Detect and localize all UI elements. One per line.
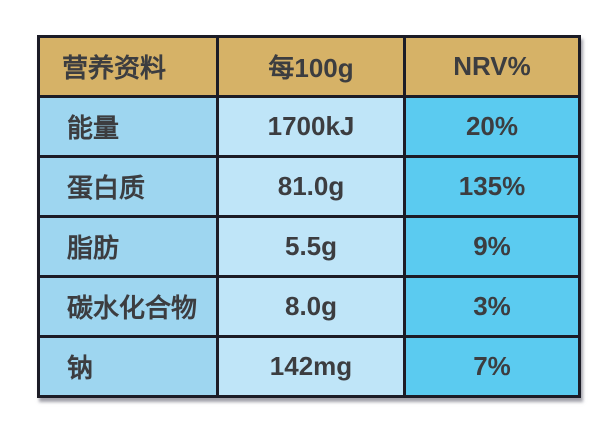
row-label-cell: 脂肪	[37, 215, 219, 278]
table-row-sodium: 钠 142mg 7%	[37, 335, 581, 398]
row-value-cell: 81.0g	[216, 155, 406, 218]
nutrition-table: 营养资料 每100g NRV% 能量 1700kJ 20% 蛋白质 81.0g …	[37, 35, 581, 398]
row-label-cell: 能量	[37, 95, 219, 158]
nutrition-table-body: 能量 1700kJ 20% 蛋白质 81.0g 135% 脂肪 5.5g 9% …	[37, 95, 581, 398]
row-value-cell: 1700kJ	[216, 95, 406, 158]
row-value-cell: 8.0g	[216, 275, 406, 338]
header-nrv-percent: NRV%	[403, 35, 581, 98]
row-nrv-cell: 7%	[403, 335, 581, 398]
nutrition-table-header: 营养资料 每100g NRV%	[37, 35, 581, 98]
row-nrv-cell: 3%	[403, 275, 581, 338]
row-nrv-cell: 20%	[403, 95, 581, 158]
row-label-cell: 钠	[37, 335, 219, 398]
row-nrv-cell: 9%	[403, 215, 581, 278]
row-value-cell: 142mg	[216, 335, 406, 398]
header-nutrition-info: 营养资料	[37, 35, 219, 98]
row-label-cell: 碳水化合物	[37, 275, 219, 338]
row-value-cell: 5.5g	[216, 215, 406, 278]
row-label-cell: 蛋白质	[37, 155, 219, 218]
header-row: 营养资料 每100g NRV%	[37, 35, 581, 98]
table-row-carbohydrate: 碳水化合物 8.0g 3%	[37, 275, 581, 338]
row-nrv-cell: 135%	[403, 155, 581, 218]
header-per-100g: 每100g	[216, 35, 406, 98]
table-row-protein: 蛋白质 81.0g 135%	[37, 155, 581, 218]
table-row-energy: 能量 1700kJ 20%	[37, 95, 581, 158]
table-row-fat: 脂肪 5.5g 9%	[37, 215, 581, 278]
